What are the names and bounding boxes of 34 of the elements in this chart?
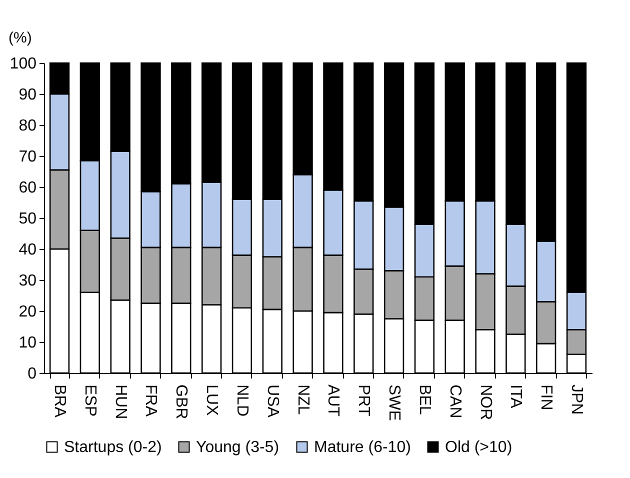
y-tick-label: 90 (18, 86, 37, 104)
x-tick-label: ESP (81, 384, 98, 417)
x-tick-label: CAN (446, 384, 464, 418)
y-tick-label: 0 (28, 366, 37, 382)
x-tick-label: BRA (51, 384, 68, 418)
x-tick-label: BEL (416, 384, 433, 415)
x-tick-label: NLD (233, 384, 250, 417)
y-tick-label: 60 (18, 180, 37, 196)
y-tick-label: 10 (18, 334, 37, 352)
x-tick-label: FIN (538, 384, 555, 410)
y-tick-label: 20 (18, 304, 37, 320)
x-tick-label: LUX (203, 384, 220, 416)
legend-label: Old (>10) (445, 439, 512, 456)
x-tick-label: SWE (386, 384, 403, 421)
y-tick-label: 30 (18, 272, 37, 290)
x-tick-label: HUN (112, 384, 129, 420)
legend-label: Startups (0-2) (64, 439, 162, 456)
x-tick-label: AUT (324, 384, 342, 417)
y-tick-label: 50 (18, 210, 37, 228)
x-tick-label: JPN (568, 384, 585, 415)
y-tick-label: 80 (18, 118, 37, 134)
x-tick-label: ITA (507, 384, 524, 409)
y-tick-label: 70 (18, 148, 37, 166)
y-tick-label: 100 (10, 56, 37, 72)
x-tick-label: NOR (476, 384, 494, 420)
x-tick-label: PRT (355, 384, 372, 416)
y-tick-label: 40 (18, 242, 37, 258)
x-tick-label: GBR (172, 384, 190, 420)
x-tick-label: FRA (142, 384, 160, 417)
y-axis-title: (%) (8, 30, 32, 46)
x-tick-label: USA (264, 384, 281, 418)
x-tick-label: NZL (294, 384, 312, 415)
legend-label: Young (3-5) (196, 439, 280, 456)
legend-label: Mature (6-10) (314, 439, 411, 456)
